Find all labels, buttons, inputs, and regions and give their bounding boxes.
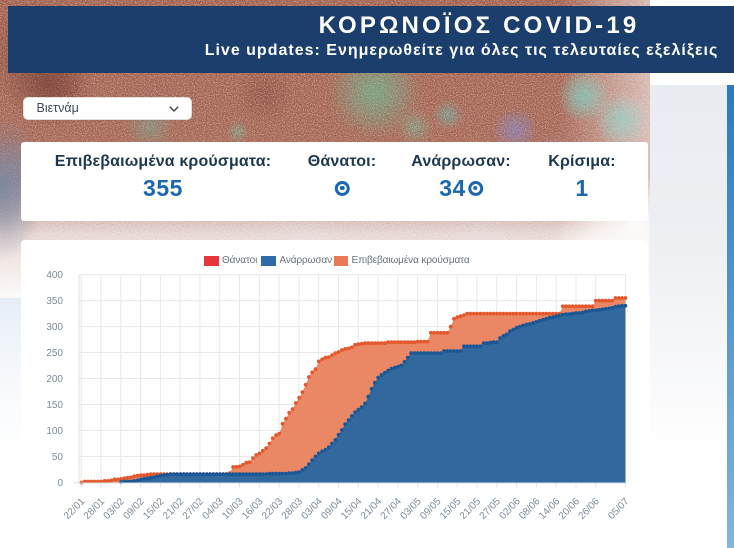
svg-text:28/03: 28/03 [280,496,306,522]
svg-text:16/03: 16/03 [240,496,266,522]
svg-text:350: 350 [46,296,63,307]
svg-text:20/06: 20/06 [557,496,583,522]
svg-text:100: 100 [46,426,63,437]
svg-text:08/06: 08/06 [517,496,543,522]
svg-text:09/04: 09/04 [319,496,345,522]
svg-text:03/05: 03/05 [398,496,424,522]
svg-text:250: 250 [46,348,63,359]
svg-text:27/04: 27/04 [379,496,405,522]
svg-text:27/02: 27/02 [181,496,207,522]
svg-text:200: 200 [46,374,63,385]
svg-text:0: 0 [57,478,63,489]
svg-text:03/02: 03/02 [102,496,128,522]
svg-text:14/06: 14/06 [537,496,563,522]
svg-text:09/05: 09/05 [418,496,444,522]
svg-text:21/04: 21/04 [359,496,385,522]
svg-text:15/02: 15/02 [141,496,167,522]
svg-text:150: 150 [46,400,63,411]
svg-text:22/01: 22/01 [62,496,88,522]
svg-text:15/04: 15/04 [339,496,365,522]
svg-text:400: 400 [46,270,63,281]
svg-text:27/05: 27/05 [478,496,504,522]
svg-text:10/03: 10/03 [220,496,246,522]
svg-text:03/04: 03/04 [300,496,326,522]
svg-text:02/06: 02/06 [497,496,523,522]
svg-text:21/05: 21/05 [458,496,484,522]
svg-text:21/02: 21/02 [161,496,187,522]
svg-text:26/06: 26/06 [577,496,603,522]
svg-text:50: 50 [52,452,64,463]
svg-text:15/05: 15/05 [438,496,464,522]
svg-text:09/02: 09/02 [121,496,147,522]
svg-text:28/01: 28/01 [82,496,108,522]
svg-text:04/03: 04/03 [201,496,227,522]
svg-text:300: 300 [46,322,63,333]
svg-text:22/03: 22/03 [260,496,286,522]
svg-text:05/07: 05/07 [606,496,632,522]
